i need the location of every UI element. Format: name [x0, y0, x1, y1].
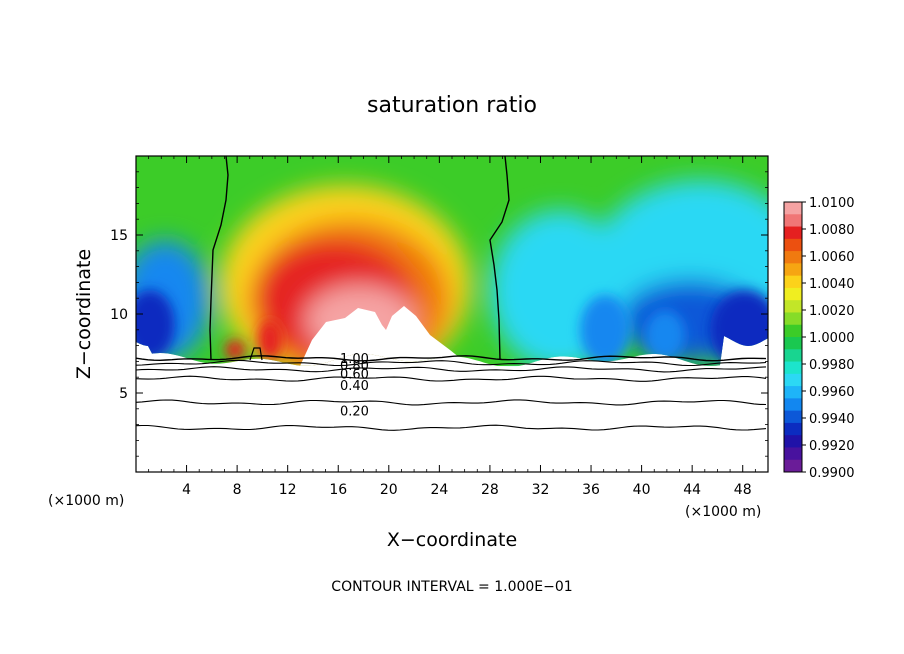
contour-line-1-00: [136, 355, 767, 362]
contour-interval-text: CONTOUR INTERVAL = 1.000E−01: [331, 579, 572, 595]
x-tick-label: 48: [734, 482, 752, 498]
white-cloud-region: [300, 306, 470, 366]
colorbar-swatch: [784, 275, 802, 289]
x-tick-label: 40: [633, 482, 651, 498]
x-tick-label: 32: [532, 482, 550, 498]
colorbar-label: 1.0020: [809, 304, 855, 319]
y-tick-label: 5: [119, 386, 128, 402]
y-tick-label: 10: [110, 307, 128, 323]
chart-title: saturation ratio: [367, 93, 537, 118]
y-tick-label: 15: [110, 228, 128, 244]
contour-line-vertical-1: [209, 156, 229, 361]
colorbar-swatch: [784, 361, 802, 375]
colorbar-swatch: [784, 312, 802, 326]
saturation-field: [136, 156, 768, 367]
colorbar-swatch: [784, 373, 802, 387]
contour-label-0-20: 0.20: [340, 404, 369, 419]
x-units-right: (×1000 m): [685, 504, 761, 520]
x-tick-label: 20: [380, 482, 398, 498]
colorbar-swatch: [784, 410, 802, 424]
contour-line-0-80: [136, 359, 767, 367]
colorbar-label: 0.9920: [809, 439, 855, 454]
x-tick-label: 4: [182, 482, 191, 498]
x-tick-label: 16: [329, 482, 347, 498]
x-axis-label: X−coordinate: [387, 529, 517, 551]
contour-line-0-20: [136, 399, 767, 406]
contour-line-0-60: [136, 366, 767, 373]
x-tick-label: 8: [233, 482, 242, 498]
colorbar-label: 0.9960: [809, 385, 855, 400]
y-axis-label: Z−coordinate: [73, 249, 95, 379]
contour-line-vertical-2: [489, 156, 510, 361]
x-tick-label: 12: [279, 482, 297, 498]
x-tick-label: 36: [582, 482, 600, 498]
x-tick-label: 28: [481, 482, 499, 498]
colorbar-swatch: [784, 398, 802, 412]
contour-line-0-10: [136, 424, 767, 431]
colorbar-swatch: [784, 263, 802, 277]
contour-line-small-bump: [249, 347, 263, 361]
colorbar-swatch: [784, 324, 802, 338]
colorbar-label: 0.9940: [809, 412, 855, 427]
colorbar-swatch: [784, 202, 802, 215]
colorbar-label: 1.0060: [809, 250, 855, 265]
colorbar-label: 0.9900: [809, 466, 855, 481]
colorbar-swatch: [784, 214, 802, 228]
contour-lines: [136, 156, 767, 431]
colorbar-swatch: [784, 386, 802, 399]
colorbar-swatch: [784, 251, 802, 264]
colorbar-swatch: [784, 349, 802, 363]
colorbar: 1.0100 1.0080 1.0060 1.0040 1.0020 1.0000 0.99…: [783, 196, 855, 481]
y-axis-ticks: 5 10 15: [110, 171, 768, 457]
colorbar-label: 1.0080: [809, 223, 855, 238]
contour-label-0-60: 0.60: [340, 367, 369, 382]
colorbar-label: 1.0040: [809, 277, 855, 292]
colorbar-swatch: [784, 300, 802, 313]
colorbar-swatch: [784, 238, 802, 252]
x-axis-ticks: 4 8 12 16 20 24 28 32 36 40 44 48: [148, 156, 756, 498]
colorbar-swatch: [784, 287, 802, 301]
x-tick-label: 44: [683, 482, 701, 498]
colorbar-swatch: [784, 422, 802, 436]
x-tick-label: 24: [430, 482, 448, 498]
x-units-left: (×1000 m): [48, 493, 124, 509]
colorbar-swatch: [784, 459, 802, 473]
contour-label-0-80: 0.80: [340, 359, 369, 374]
contour-label-1-00: 1.00: [340, 352, 369, 367]
colorbar-swatch: [784, 447, 802, 461]
contour-labels: 1.000.800.600.40 0.20: [340, 352, 369, 419]
contour-label-0-40: 0.40: [340, 379, 369, 394]
colorbar-label: 0.9980: [809, 358, 855, 373]
contour-line-0-40: [136, 375, 767, 382]
colorbar-swatch: [784, 337, 802, 350]
plot-area: 1.000.800.600.40 0.20: [136, 156, 768, 472]
colorbar-swatch: [784, 435, 802, 448]
colorbar-swatch: [784, 226, 802, 240]
colorbar-label: 1.0100: [809, 196, 855, 211]
colorbar-label: 1.0000: [809, 331, 855, 346]
